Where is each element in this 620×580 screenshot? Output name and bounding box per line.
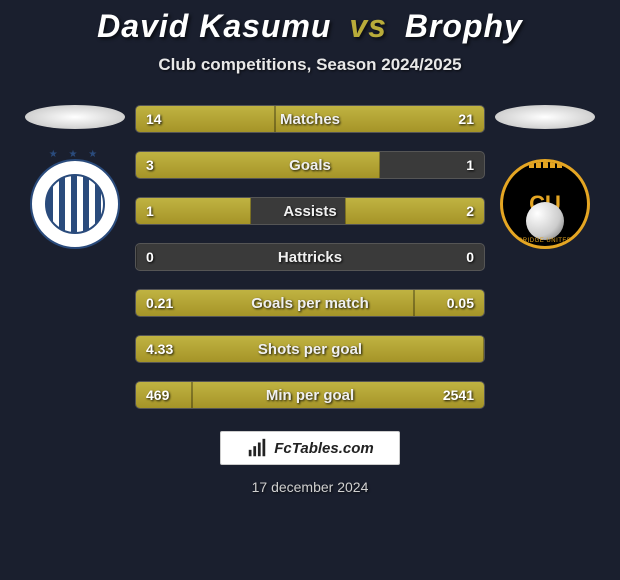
player2-club-badge: CU •BRIDGE UNITED• [500,159,590,249]
badge-rim-text: •BRIDGE UNITED• [516,238,575,244]
right-side: CU •BRIDGE UNITED• [485,105,605,249]
badge-ball-icon [526,202,564,240]
comparison-title: David Kasumu vs Brophy [0,8,620,45]
stat-value-left: 1 [146,203,154,219]
main-content: ★ ★ ★ 14 Matches 21 3 Goals 1 1 Assists 2 0 Hattri… [0,105,620,409]
stat-value-left: 469 [146,387,169,403]
stat-value-left: 0 [146,249,154,265]
stat-row: 14 Matches 21 [135,105,485,133]
stats-bars: 14 Matches 21 3 Goals 1 1 Assists 2 0 Hattricks 0 0.… [135,105,485,409]
badge-towers-icon [529,159,562,168]
player1-club-badge: ★ ★ ★ [30,159,120,249]
stat-row: 4.33 Shots per goal [135,335,485,363]
stat-label: Shots per goal [258,341,362,358]
stat-value-left: 4.33 [146,341,173,357]
bar-fill-left [136,152,380,178]
stat-value-right: 0.05 [447,295,474,311]
stat-value-right: 1 [466,157,474,173]
badge-stars-icon: ★ ★ ★ [49,149,101,160]
stat-value-right: 2 [466,203,474,219]
stat-value-left: 14 [146,111,162,127]
stat-row: 0 Hattricks 0 [135,243,485,271]
stat-label: Goals [289,157,331,174]
stat-label: Goals per match [251,295,369,312]
stat-label: Matches [280,111,340,128]
chart-icon [246,437,268,459]
stat-label: Assists [283,203,336,220]
stat-value-right: 0 [466,249,474,265]
player1-name: David Kasumu [97,8,331,44]
stat-value-right: 2541 [443,387,474,403]
stat-row: 1 Assists 2 [135,197,485,225]
badge-stripes-icon [45,174,105,234]
stat-row: 469 Min per goal 2541 [135,381,485,409]
bar-fill-left [136,244,137,270]
vs-label: vs [349,8,387,44]
date-text: 17 december 2024 [0,479,620,495]
stat-label: Hattricks [278,249,342,266]
stat-row: 0.21 Goals per match 0.05 [135,289,485,317]
player2-name: Brophy [405,8,523,44]
player1-head-placeholder [25,105,125,129]
subtitle: Club competitions, Season 2024/2025 [0,55,620,75]
left-side: ★ ★ ★ [15,105,135,249]
bar-fill-right [345,198,484,224]
player2-head-placeholder [495,105,595,129]
stat-row: 3 Goals 1 [135,151,485,179]
stat-label: Min per goal [266,387,354,404]
brand-text: FcTables.com [274,440,373,457]
stat-value-right: 21 [458,111,474,127]
stat-value-left: 3 [146,157,154,173]
brand-logo: FcTables.com [220,431,400,465]
stat-value-left: 0.21 [146,295,173,311]
